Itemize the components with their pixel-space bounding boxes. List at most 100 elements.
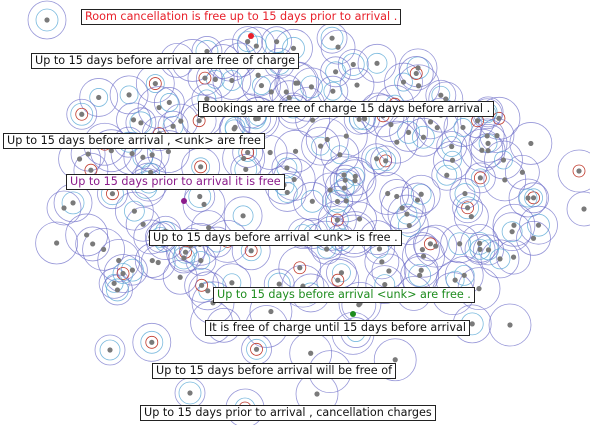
data-point (177, 274, 183, 280)
data-point (382, 281, 388, 288)
contour-outer (401, 174, 441, 214)
contour-outer (322, 186, 353, 217)
contour-outer (103, 254, 143, 293)
contour-outer (452, 192, 484, 224)
data-point (343, 198, 349, 204)
data-point (525, 195, 531, 201)
data-point (130, 117, 137, 123)
contour-mid (518, 188, 538, 208)
data-point (452, 277, 458, 283)
data-point (120, 270, 126, 277)
data-point (329, 35, 335, 41)
data-point (581, 206, 587, 212)
contour-inner (492, 111, 506, 125)
data-point (212, 76, 218, 82)
data-point (443, 96, 449, 102)
data-point (406, 222, 412, 229)
data-point (84, 232, 90, 238)
contour-mid (320, 26, 344, 50)
contour-outer (402, 234, 445, 278)
data-point (507, 322, 513, 328)
data-point (444, 172, 450, 178)
data-point (356, 216, 363, 222)
data-point (519, 169, 525, 175)
data-point (255, 72, 261, 78)
contour-outer (380, 186, 424, 230)
contour-outer (566, 191, 590, 227)
data-point (245, 149, 251, 156)
contour-outer (460, 128, 504, 172)
contour-outer (464, 233, 496, 265)
data-point (343, 133, 349, 139)
data-point (54, 240, 60, 246)
contour-outer (464, 162, 496, 194)
sentence-label: Up to 15 days before arrival will be fre… (152, 363, 397, 379)
data-point (399, 205, 405, 211)
contour-mid (345, 166, 365, 186)
data-point (334, 198, 341, 205)
data-point (76, 156, 83, 162)
data-point (197, 193, 203, 200)
contour-mid (489, 248, 511, 270)
contour-inner (145, 335, 159, 349)
contour-outer (66, 98, 98, 130)
data-point (61, 205, 67, 211)
contour-inner (331, 273, 345, 287)
data-point (374, 60, 380, 66)
contour-inner (116, 267, 130, 280)
contour-outer (75, 226, 111, 262)
highlight-point (248, 33, 254, 39)
contour-mid (159, 93, 179, 112)
contour-mid (410, 183, 432, 205)
data-point (109, 191, 116, 197)
data-point (386, 268, 392, 274)
sentence-label: Up to 15 days before arrival are free of… (31, 53, 300, 69)
contour-mid (323, 81, 343, 101)
data-point (427, 241, 434, 247)
data-point (229, 280, 235, 286)
data-point (241, 155, 247, 162)
data-point (44, 17, 50, 23)
contour-mid (408, 263, 432, 287)
data-point (129, 267, 135, 273)
contour-outer (184, 267, 220, 303)
contour-outer (373, 338, 417, 382)
data-point (96, 94, 102, 101)
data-point (485, 147, 491, 154)
contour-mid (332, 263, 351, 283)
data-point (535, 222, 542, 228)
data-point (427, 119, 434, 125)
contour-outer (281, 264, 325, 308)
data-point (187, 390, 193, 396)
contour-mid (396, 203, 418, 225)
data-point (308, 350, 314, 356)
data-point (477, 240, 483, 246)
data-point (267, 149, 273, 156)
data-point (496, 115, 502, 121)
data-point (479, 147, 485, 153)
data-point (79, 111, 85, 117)
data-point (477, 175, 483, 181)
data-point (85, 151, 91, 157)
contour-inner (461, 201, 475, 215)
contour-mid (140, 330, 164, 354)
data-point (342, 177, 348, 183)
data-point (309, 198, 315, 204)
data-point (484, 133, 490, 139)
contour-mid (61, 191, 85, 215)
contour-outer (79, 78, 119, 117)
contour-outer (267, 173, 307, 212)
data-point (510, 254, 517, 260)
contour-outer (404, 117, 443, 157)
data-point (258, 82, 265, 89)
contour-outer (398, 56, 434, 91)
contour-inner (194, 160, 208, 174)
contour-outer (516, 220, 551, 256)
data-point (509, 229, 515, 235)
data-point (178, 118, 184, 124)
contour-mid (394, 72, 413, 92)
contour-outer (518, 182, 549, 214)
data-point (352, 173, 358, 179)
data-point (341, 172, 347, 178)
data-point (199, 282, 205, 288)
